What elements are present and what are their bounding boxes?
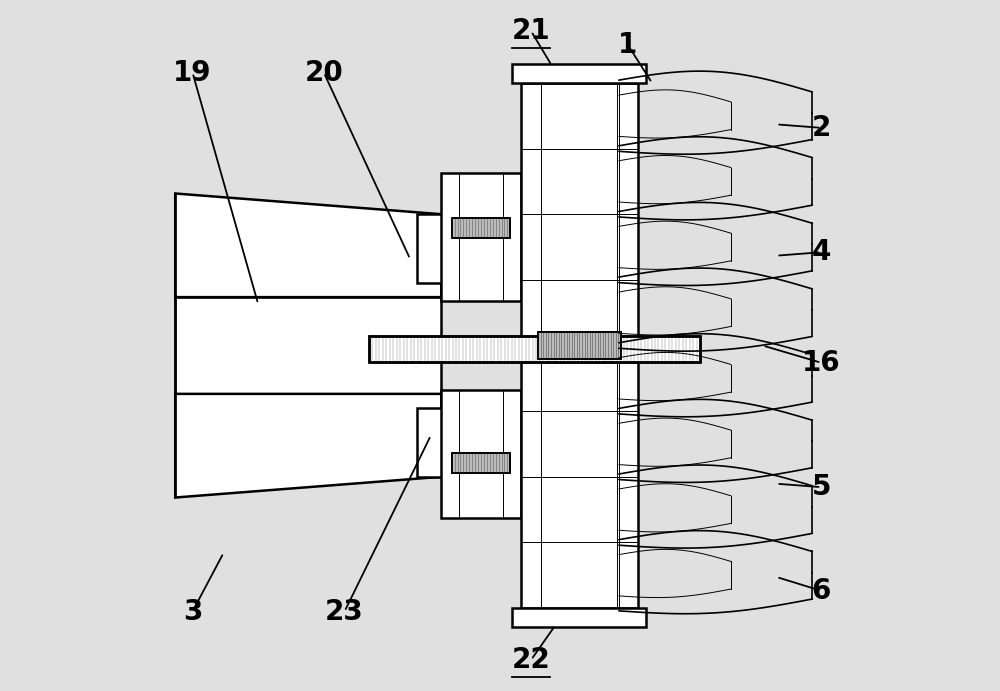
Polygon shape bbox=[175, 193, 441, 297]
Bar bbox=[369, 336, 700, 362]
Text: 3: 3 bbox=[183, 598, 202, 625]
Text: 1: 1 bbox=[618, 31, 637, 59]
Bar bbox=[452, 218, 510, 238]
Polygon shape bbox=[175, 394, 441, 498]
Bar bbox=[452, 218, 510, 238]
Bar bbox=[512, 608, 646, 627]
Text: 23: 23 bbox=[325, 598, 364, 625]
Text: 16: 16 bbox=[802, 349, 841, 377]
Bar bbox=[175, 297, 441, 394]
Bar bbox=[417, 408, 462, 477]
Bar bbox=[441, 390, 521, 518]
Text: 20: 20 bbox=[304, 59, 343, 86]
Text: 5: 5 bbox=[812, 473, 831, 501]
Bar bbox=[417, 214, 462, 283]
Text: 6: 6 bbox=[812, 577, 831, 605]
Text: 21: 21 bbox=[512, 17, 550, 45]
Text: 2: 2 bbox=[812, 114, 831, 142]
Bar bbox=[452, 453, 510, 473]
Bar bbox=[521, 83, 638, 608]
Bar bbox=[369, 336, 700, 362]
Text: 4: 4 bbox=[812, 238, 831, 266]
Text: 22: 22 bbox=[512, 646, 550, 674]
Bar bbox=[538, 332, 621, 359]
Bar bbox=[452, 453, 510, 473]
Bar bbox=[538, 332, 621, 359]
Text: 19: 19 bbox=[173, 59, 212, 86]
Bar bbox=[441, 173, 521, 301]
Bar bbox=[512, 64, 646, 83]
